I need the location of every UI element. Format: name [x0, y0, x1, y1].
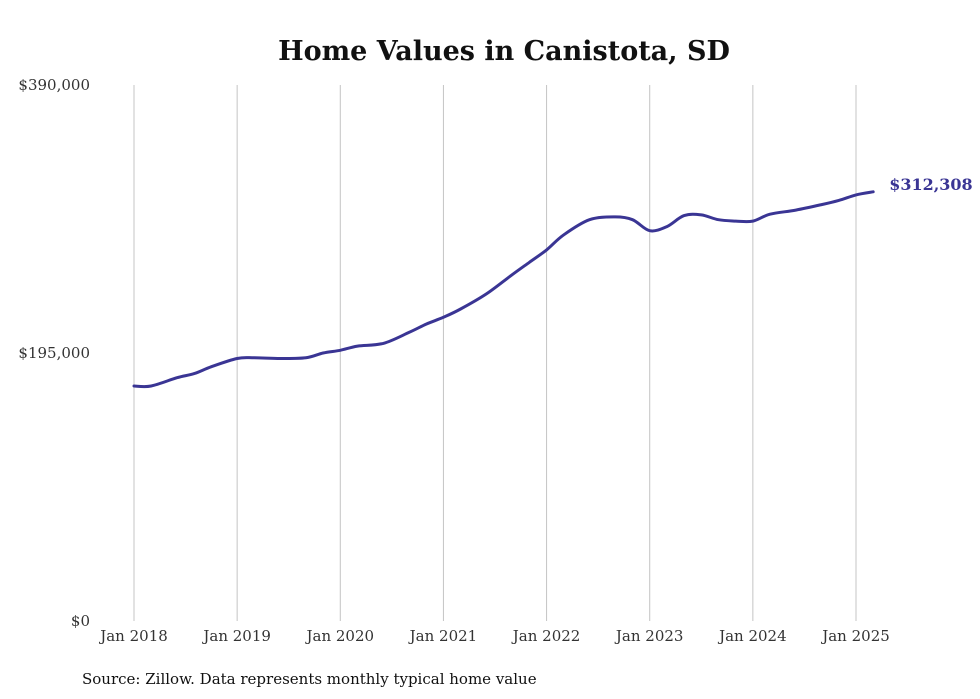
- y-tick-label: $390,000: [18, 76, 90, 94]
- x-tick-label: Jan 2020: [305, 627, 375, 645]
- y-axis-ticks: $0 $195,000 $390,000: [18, 76, 90, 630]
- series-end-label: $312,308: [889, 175, 973, 194]
- x-tick-label: Jan 2025: [820, 627, 890, 645]
- y-tick-label: $195,000: [18, 344, 90, 362]
- x-tick-label: Jan 2024: [717, 627, 787, 645]
- grid-lines: [133, 85, 857, 621]
- x-axis-ticks: Jan 2018 Jan 2019 Jan 2020 Jan 2021 Jan 2022…: [98, 627, 890, 645]
- x-tick-label: Jan 2023: [614, 627, 684, 645]
- chart-title: Home Values in Canistota, SD: [278, 36, 730, 67]
- source-note: Source: Zillow. Data represents monthly …: [82, 670, 537, 688]
- series-line: [132, 190, 875, 389]
- x-tick-label: Jan 2018: [98, 627, 168, 645]
- y-tick-label: $0: [71, 612, 90, 630]
- x-tick-label: Jan 2022: [511, 627, 581, 645]
- x-tick-label: Jan 2019: [201, 627, 271, 645]
- x-tick-label: Jan 2021: [408, 627, 478, 645]
